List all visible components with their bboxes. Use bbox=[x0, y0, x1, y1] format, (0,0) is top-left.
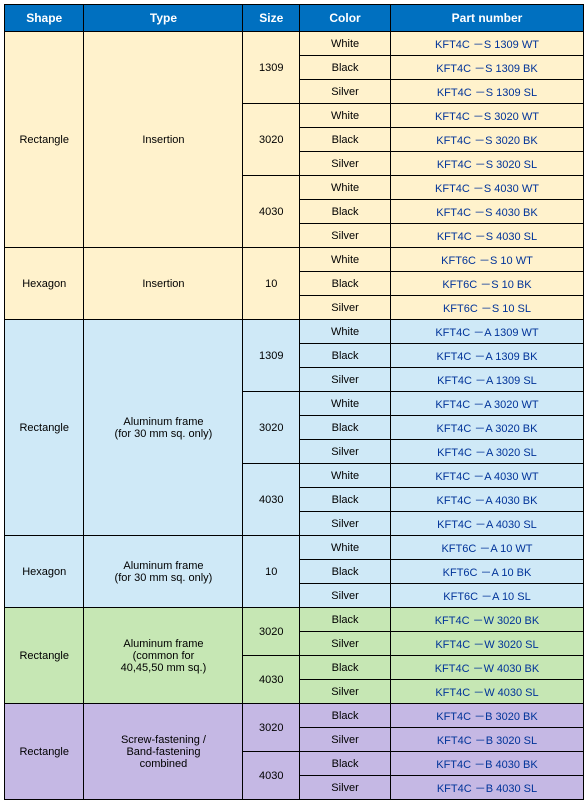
cell-part-number: KFT4C －A 1309 WT bbox=[390, 320, 583, 344]
cell-color: Black bbox=[300, 272, 391, 296]
cell-size: 1309 bbox=[243, 32, 300, 104]
cell-color: Silver bbox=[300, 80, 391, 104]
cell-part-number: KFT6C －S 10 SL bbox=[390, 296, 583, 320]
cell-color: Black bbox=[300, 416, 391, 440]
cell-part-number: KFT4C －W 4030 BK bbox=[390, 656, 583, 680]
cell-shape: Rectangle bbox=[5, 608, 84, 704]
cell-type: Insertion bbox=[84, 248, 243, 320]
cell-color: White bbox=[300, 176, 391, 200]
cell-color: Black bbox=[300, 200, 391, 224]
cell-color: White bbox=[300, 320, 391, 344]
cell-part-number: KFT4C －S 1309 WT bbox=[390, 32, 583, 56]
cell-color: Black bbox=[300, 704, 391, 728]
cell-part-number: KFT6C －A 10 BK bbox=[390, 560, 583, 584]
cell-color: White bbox=[300, 32, 391, 56]
cell-size: 1309 bbox=[243, 320, 300, 392]
cell-size: 4030 bbox=[243, 176, 300, 248]
cell-part-number: KFT4C －B 4030 SL bbox=[390, 776, 583, 800]
cell-color: Black bbox=[300, 608, 391, 632]
col-type: Type bbox=[84, 5, 243, 32]
cell-color: Silver bbox=[300, 152, 391, 176]
cell-type: Aluminum frame (for 30 mm sq. only) bbox=[84, 536, 243, 608]
cell-color: Silver bbox=[300, 368, 391, 392]
table-row: RectangleAluminum frame (common for 40,4… bbox=[5, 608, 584, 632]
col-shape: Shape bbox=[5, 5, 84, 32]
cell-color: Black bbox=[300, 656, 391, 680]
cell-shape: Hexagon bbox=[5, 536, 84, 608]
cell-color: White bbox=[300, 536, 391, 560]
cell-shape: Hexagon bbox=[5, 248, 84, 320]
cell-part-number: KFT4C －S 3020 SL bbox=[390, 152, 583, 176]
cell-part-number: KFT6C －A 10 SL bbox=[390, 584, 583, 608]
cell-type: Insertion bbox=[84, 32, 243, 248]
cell-part-number: KFT4C －A 3020 WT bbox=[390, 392, 583, 416]
cell-size: 10 bbox=[243, 536, 300, 608]
cell-part-number: KFT4C －S 1309 BK bbox=[390, 56, 583, 80]
cell-part-number: KFT4C －W 3020 SL bbox=[390, 632, 583, 656]
cell-size: 4030 bbox=[243, 464, 300, 536]
cell-size: 4030 bbox=[243, 656, 300, 704]
cell-part-number: KFT4C －A 3020 SL bbox=[390, 440, 583, 464]
cell-part-number: KFT4C －S 1309 SL bbox=[390, 80, 583, 104]
cell-part-number: KFT4C －A 1309 SL bbox=[390, 368, 583, 392]
cell-part-number: KFT4C －S 3020 WT bbox=[390, 104, 583, 128]
cell-shape: Rectangle bbox=[5, 320, 84, 536]
cell-color: White bbox=[300, 104, 391, 128]
table-row: HexagonAluminum frame (for 30 mm sq. onl… bbox=[5, 536, 584, 560]
col-size: Size bbox=[243, 5, 300, 32]
cell-part-number: KFT4C －W 3020 BK bbox=[390, 608, 583, 632]
cell-shape: Rectangle bbox=[5, 704, 84, 800]
cell-part-number: KFT4C －S 4030 BK bbox=[390, 200, 583, 224]
cell-part-number: KFT4C －S 4030 WT bbox=[390, 176, 583, 200]
cell-shape: Rectangle bbox=[5, 32, 84, 248]
parts-table: Shape Type Size Color Part number Rectan… bbox=[4, 4, 584, 800]
cell-part-number: KFT6C －S 10 BK bbox=[390, 272, 583, 296]
cell-part-number: KFT4C －A 4030 BK bbox=[390, 488, 583, 512]
cell-part-number: KFT6C －A 10 WT bbox=[390, 536, 583, 560]
cell-size: 4030 bbox=[243, 752, 300, 800]
cell-color: Black bbox=[300, 752, 391, 776]
cell-part-number: KFT4C －A 4030 SL bbox=[390, 512, 583, 536]
cell-type: Screw-fastening / Band-fastening combine… bbox=[84, 704, 243, 800]
table-row: RectangleAluminum frame (for 30 mm sq. o… bbox=[5, 320, 584, 344]
cell-part-number: KFT4C －A 1309 BK bbox=[390, 344, 583, 368]
table-row: RectangleScrew-fastening / Band-fastenin… bbox=[5, 704, 584, 728]
cell-color: Silver bbox=[300, 632, 391, 656]
cell-type: Aluminum frame (common for 40,45,50 mm s… bbox=[84, 608, 243, 704]
cell-color: White bbox=[300, 248, 391, 272]
col-color: Color bbox=[300, 5, 391, 32]
cell-size: 3020 bbox=[243, 392, 300, 464]
cell-color: Silver bbox=[300, 512, 391, 536]
cell-color: White bbox=[300, 392, 391, 416]
cell-color: Black bbox=[300, 56, 391, 80]
cell-color: Silver bbox=[300, 296, 391, 320]
cell-part-number: KFT4C －S 4030 SL bbox=[390, 224, 583, 248]
cell-color: Silver bbox=[300, 584, 391, 608]
cell-color: Silver bbox=[300, 776, 391, 800]
cell-part-number: KFT4C －B 3020 SL bbox=[390, 728, 583, 752]
cell-type: Aluminum frame (for 30 mm sq. only) bbox=[84, 320, 243, 536]
cell-color: Black bbox=[300, 488, 391, 512]
cell-size: 3020 bbox=[243, 608, 300, 656]
cell-color: White bbox=[300, 464, 391, 488]
col-part: Part number bbox=[390, 5, 583, 32]
cell-color: Silver bbox=[300, 728, 391, 752]
cell-part-number: KFT4C －A 3020 BK bbox=[390, 416, 583, 440]
cell-size: 3020 bbox=[243, 704, 300, 752]
cell-part-number: KFT6C －S 10 WT bbox=[390, 248, 583, 272]
cell-color: Black bbox=[300, 344, 391, 368]
cell-color: Black bbox=[300, 560, 391, 584]
cell-color: Black bbox=[300, 128, 391, 152]
cell-size: 10 bbox=[243, 248, 300, 320]
cell-part-number: KFT4C －B 3020 BK bbox=[390, 704, 583, 728]
header-row: Shape Type Size Color Part number bbox=[5, 5, 584, 32]
table-row: HexagonInsertion10WhiteKFT6C －S 10 WT bbox=[5, 248, 584, 272]
cell-size: 3020 bbox=[243, 104, 300, 176]
cell-color: Silver bbox=[300, 440, 391, 464]
table-row: RectangleInsertion1309WhiteKFT4C －S 1309… bbox=[5, 32, 584, 56]
cell-part-number: KFT4C －A 4030 WT bbox=[390, 464, 583, 488]
cell-part-number: KFT4C －S 3020 BK bbox=[390, 128, 583, 152]
cell-part-number: KFT4C －B 4030 BK bbox=[390, 752, 583, 776]
cell-color: Silver bbox=[300, 224, 391, 248]
